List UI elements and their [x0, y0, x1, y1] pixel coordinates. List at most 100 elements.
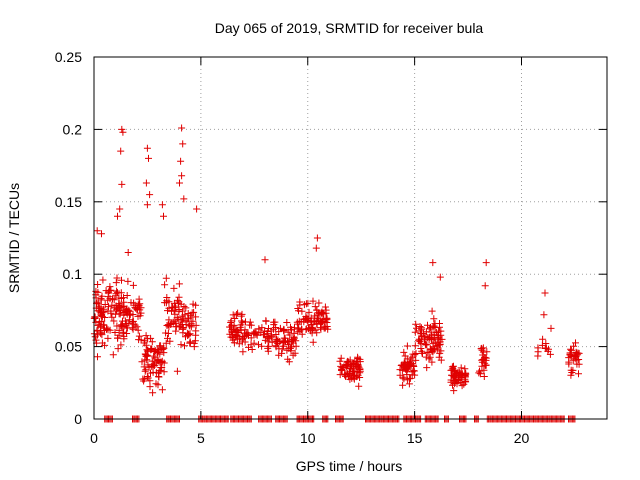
data-point — [423, 341, 431, 349]
data-point — [158, 357, 166, 365]
data-point — [104, 334, 112, 342]
data-point — [399, 373, 407, 381]
data-point — [135, 332, 143, 340]
data-point — [405, 380, 413, 388]
data-point — [303, 314, 311, 322]
data-point — [101, 301, 109, 308]
data-point — [185, 331, 193, 339]
data-point — [133, 323, 141, 331]
data-point — [346, 365, 354, 373]
data-point — [545, 345, 552, 353]
data-point — [304, 299, 312, 307]
data-point — [258, 342, 266, 350]
data-point — [238, 338, 246, 346]
data-point — [567, 345, 575, 353]
data-point — [149, 361, 157, 369]
data-point — [151, 357, 159, 365]
data-point — [452, 376, 460, 384]
data-point — [98, 317, 106, 325]
data-point — [253, 331, 261, 339]
data-point — [176, 179, 183, 187]
y-tick-label: 0.05 — [55, 339, 82, 355]
data-point — [165, 316, 173, 324]
data-point — [141, 367, 149, 375]
data-point — [149, 389, 157, 397]
data-point — [426, 333, 434, 341]
data-point — [270, 325, 277, 333]
data-point — [118, 125, 126, 133]
data-point — [280, 326, 288, 334]
data-point — [134, 312, 142, 320]
data-point — [146, 191, 154, 199]
data-point — [227, 317, 235, 325]
data-point — [272, 342, 280, 350]
data-point — [125, 319, 133, 327]
data-point — [230, 325, 237, 333]
data-point — [129, 311, 137, 318]
data-point — [110, 304, 118, 312]
plot-frame — [93, 56, 608, 420]
data-point — [302, 325, 310, 333]
data-point — [317, 325, 325, 333]
data-point — [131, 321, 139, 329]
data-point — [322, 309, 330, 317]
data-point — [295, 307, 302, 315]
data-point — [130, 299, 138, 307]
data-point — [149, 368, 157, 376]
data-point — [457, 364, 465, 372]
data-point — [177, 157, 185, 165]
data-point — [119, 317, 126, 325]
data-point — [163, 322, 171, 329]
data-point — [308, 321, 316, 328]
y-tick-label: 0 — [74, 411, 82, 427]
data-point — [450, 387, 458, 395]
data-point — [152, 380, 160, 388]
data-point — [406, 374, 414, 382]
data-point — [169, 304, 177, 311]
data-point — [250, 329, 258, 337]
data-point — [160, 212, 167, 220]
data-point — [272, 331, 280, 338]
gridlines — [94, 57, 607, 419]
data-point — [229, 333, 237, 341]
data-point — [112, 279, 120, 287]
data-point — [458, 373, 466, 381]
data-point — [283, 319, 291, 326]
data-point — [425, 355, 433, 363]
data-point — [480, 373, 488, 380]
data-point — [316, 317, 324, 325]
data-point — [109, 351, 117, 359]
data-point — [190, 308, 198, 316]
data-point — [234, 309, 242, 317]
data-point — [283, 346, 291, 354]
data-point — [112, 310, 120, 318]
data-point — [480, 366, 488, 374]
data-point — [175, 293, 183, 301]
data-point — [404, 365, 412, 373]
data-point — [352, 360, 360, 368]
data-point — [546, 350, 554, 358]
data-point — [355, 382, 363, 390]
data-point — [408, 368, 416, 376]
x-axis-label: GPS time / hours — [296, 458, 403, 474]
data-point — [104, 326, 112, 334]
data-point — [573, 356, 581, 364]
data-point — [255, 341, 262, 349]
data-point — [164, 321, 172, 329]
data-point — [238, 310, 246, 318]
data-point — [255, 325, 263, 333]
data-point — [481, 282, 489, 290]
data-point — [411, 328, 419, 336]
data-point — [134, 326, 142, 334]
data-point — [431, 345, 439, 353]
data-point — [412, 350, 420, 357]
data-point — [539, 335, 547, 343]
data-point — [343, 363, 351, 371]
data-point — [411, 342, 419, 350]
data-point — [108, 313, 116, 321]
data-point — [161, 299, 169, 307]
data-point — [399, 381, 407, 389]
data-point — [429, 259, 437, 267]
